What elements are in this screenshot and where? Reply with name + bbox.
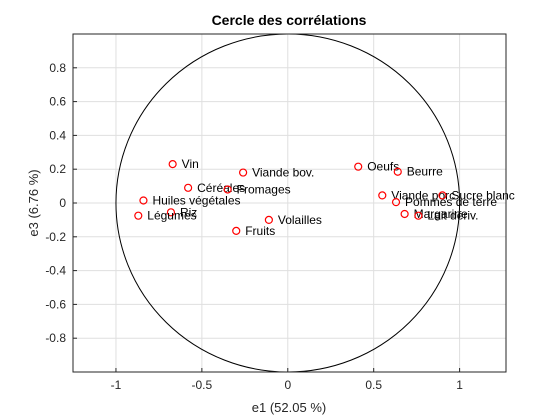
y-tick-label: -0.4 [45,264,66,278]
y-tick-label: 0.2 [49,162,66,176]
y-tick-label: 0 [59,196,66,210]
y-tick-label: -0.2 [45,230,66,244]
x-tick-label: 1 [456,378,463,392]
data-point [265,216,272,223]
data-point [240,169,247,176]
data-point [401,210,408,217]
y-tick-label: 0.6 [49,95,66,109]
point-label: Fromages [237,182,291,196]
point-label: Vin [182,157,199,171]
chart-title: Cercle des corrélations [212,12,367,28]
point-label: Viande bov. [252,166,314,180]
y-axis-label: e3 (6.76 %) [26,169,41,236]
x-tick-label: -0.5 [192,378,213,392]
data-point [233,227,240,234]
x-axis-label: e1 (52.05 %) [252,400,326,415]
point-label: Volailles [278,213,322,227]
data-point [379,192,386,199]
point-label: Beurre [407,165,443,179]
point-label: Fruits [245,224,275,238]
x-tick-label: 0 [284,378,291,392]
point-label: Légumes [147,209,196,223]
y-tick-label: 0.8 [49,61,66,75]
y-tick-label: -0.6 [45,297,66,311]
y-axis-ticks: -0.8 -0.6 -0.4 -0.2 0 0.2 0.4 0.6 0.8 [45,61,77,345]
x-tick-label: 0.5 [365,378,382,392]
x-tick-label: -1 [111,378,122,392]
data-point [135,212,142,219]
y-tick-label: -0.8 [45,331,66,345]
y-tick-label: 0.4 [49,128,66,142]
data-point [169,161,176,168]
point-label: Lait dériv. [427,209,478,223]
data-point [185,184,192,191]
